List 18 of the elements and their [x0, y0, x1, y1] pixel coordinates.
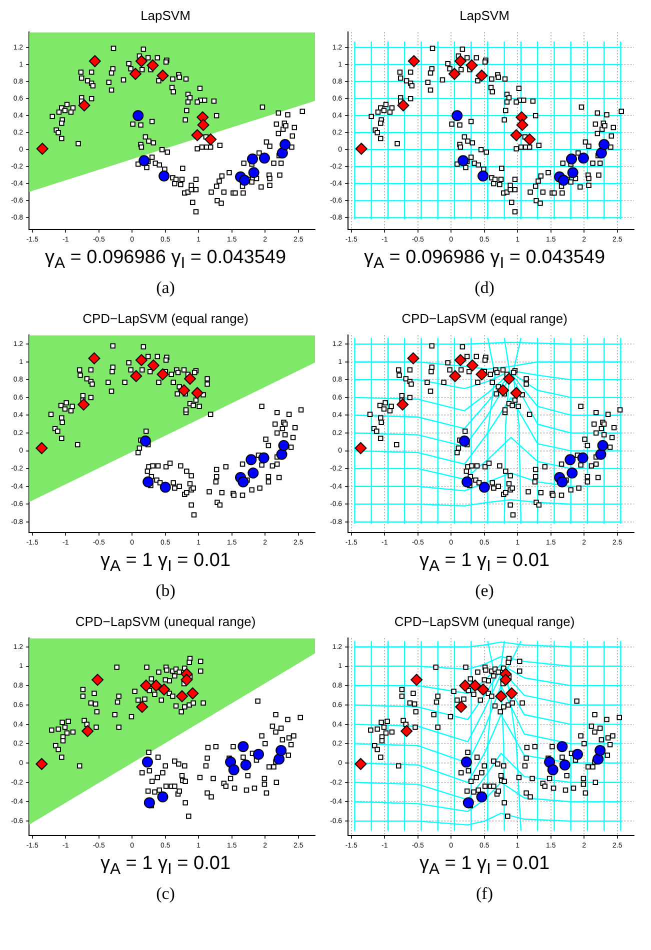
text: (e) [474, 580, 495, 602]
text: (b) [154, 580, 176, 602]
x-axis-title: γ$_{A}$ = 0.096986 γ$_{I}$ = 0.043549 [362, 247, 606, 273]
chart-title: CPD−LapSVM (equal range) [82, 311, 250, 328]
x-axis-title: γ$_{A}$ = 1 γ$_{I}$ = 0.01 [418, 550, 551, 576]
chart-title: LapSVM [458, 8, 510, 25]
chart-title: CPD−LapSVM (equal range) [400, 311, 568, 328]
x-axis-title: γ$_{A}$ = 1 γ$_{I}$ = 0.01 [418, 853, 551, 879]
chart-title: CPD−LapSVM (unequal range) [393, 614, 576, 631]
text: (f) [475, 883, 494, 905]
text: (a) [155, 277, 176, 299]
text: (d) [474, 277, 496, 299]
chart-title: LapSVM [140, 8, 192, 25]
chart-title: CPD−LapSVM (unequal range) [74, 614, 257, 631]
text: (c) [155, 883, 176, 905]
x-axis-title: γ$_{A}$ = 1 γ$_{I}$ = 0.01 [99, 853, 232, 879]
x-axis-title: γ$_{A}$ = 1 γ$_{I}$ = 0.01 [99, 550, 232, 576]
x-axis-title: γ$_{A}$ = 0.096986 γ$_{I}$ = 0.043549 [44, 247, 288, 273]
